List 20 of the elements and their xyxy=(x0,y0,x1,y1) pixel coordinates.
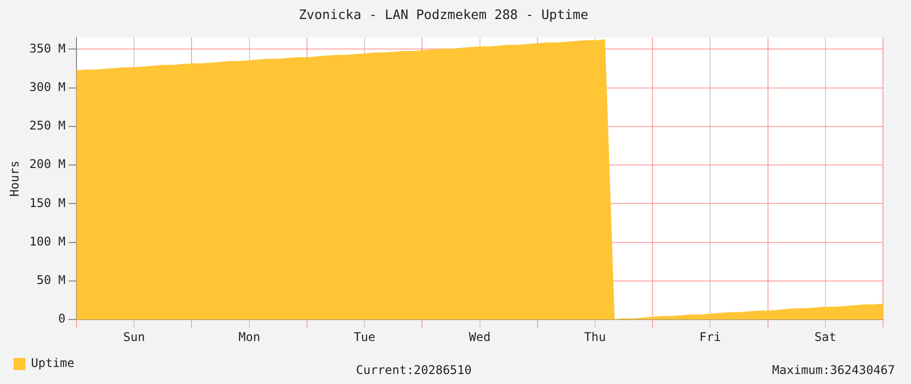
x-tick-label: Sun xyxy=(123,330,145,344)
text: Current:20286510 xyxy=(356,363,472,377)
y-axis-title: Hours xyxy=(7,160,22,197)
legend-label: Uptime xyxy=(31,356,74,370)
x-tick-label: Mon xyxy=(238,330,260,344)
y-tick-label: 50 M xyxy=(36,273,66,288)
x-tick-label: Fri xyxy=(699,330,722,344)
y-tick-label: 350 M xyxy=(29,41,66,56)
y-tick-label: 0 xyxy=(58,312,66,326)
y-tick-label: 250 M xyxy=(29,118,66,133)
y-tick-label: 100 M xyxy=(29,234,66,248)
x-tick-label: Wed xyxy=(468,330,491,344)
x-tick-label: Tue xyxy=(354,330,376,344)
y-tick-label: 200 M xyxy=(29,157,66,172)
x-tick-label: Sat xyxy=(814,330,836,344)
text: Maximum:362430467 xyxy=(772,363,895,377)
y-tick-label: 300 M xyxy=(29,80,66,94)
y-tick-label: 150 M xyxy=(29,196,66,210)
chart-title: Zvonicka - LAN Podzmekem 288 - Uptime xyxy=(298,8,588,24)
x-tick-label: Thu xyxy=(584,330,606,344)
